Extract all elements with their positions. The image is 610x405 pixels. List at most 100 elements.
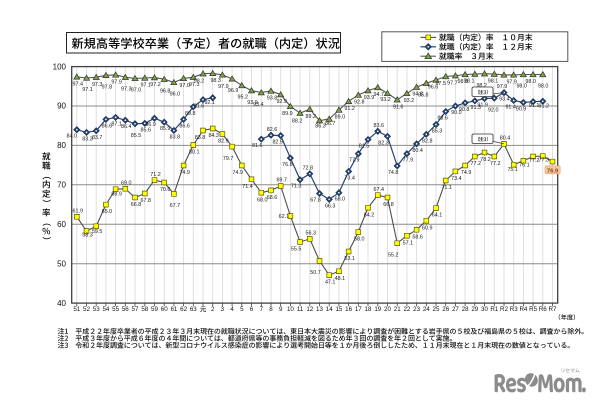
svg-text:69.7: 69.7 xyxy=(276,178,287,184)
svg-text:96.8: 96.8 xyxy=(160,88,171,94)
svg-text:59.5: 59.5 xyxy=(92,229,103,235)
svg-text:82.8: 82.8 xyxy=(422,138,433,144)
svg-text:94.7: 94.7 xyxy=(374,92,385,98)
svg-text:91.2: 91.2 xyxy=(539,103,550,109)
svg-text:80: 80 xyxy=(57,141,66,150)
svg-text:84.3: 84.3 xyxy=(208,133,219,139)
svg-text:5: 5 xyxy=(240,306,244,313)
svg-text:93.2: 93.2 xyxy=(380,97,391,103)
svg-text:82.9: 82.9 xyxy=(218,139,229,145)
svg-text:27: 27 xyxy=(452,306,459,313)
svg-text:61.9: 61.9 xyxy=(73,209,84,215)
svg-text:3: 3 xyxy=(221,306,225,313)
svg-text:77.2: 77.2 xyxy=(471,161,482,167)
svg-text:74.9: 74.9 xyxy=(179,170,190,176)
svg-text:14: 14 xyxy=(326,306,333,313)
svg-text:98.1: 98.1 xyxy=(464,79,475,85)
svg-text:51: 51 xyxy=(73,306,80,313)
svg-text:93.9: 93.9 xyxy=(247,100,258,106)
svg-text:66.8: 66.8 xyxy=(131,202,142,208)
svg-text:97.3: 97.3 xyxy=(92,82,103,88)
svg-text:86.6: 86.6 xyxy=(179,123,190,129)
svg-text:90.9: 90.9 xyxy=(516,107,527,113)
svg-text:71.2: 71.2 xyxy=(150,172,161,178)
svg-text:91.6: 91.6 xyxy=(393,105,404,111)
svg-text:92.1: 92.1 xyxy=(204,100,215,106)
svg-text:89.2: 89.2 xyxy=(306,114,317,120)
svg-text:98.0: 98.0 xyxy=(516,84,527,90)
svg-text:93.4: 93.4 xyxy=(253,102,264,108)
svg-text:97.4: 97.4 xyxy=(73,81,84,87)
svg-text:74.9: 74.9 xyxy=(233,170,244,176)
svg-text:80.1: 80.1 xyxy=(189,150,200,156)
svg-text:73.4: 73.4 xyxy=(451,176,462,182)
svg-text:93.4: 93.4 xyxy=(499,97,510,103)
svg-text:91.4: 91.4 xyxy=(505,105,516,111)
svg-text:52: 52 xyxy=(83,306,90,313)
svg-text:97.8: 97.8 xyxy=(102,85,113,91)
svg-text:58.3: 58.3 xyxy=(82,233,93,239)
svg-text:22: 22 xyxy=(403,306,410,313)
svg-text:21: 21 xyxy=(394,306,401,313)
svg-text:93.2: 93.2 xyxy=(404,98,415,104)
svg-text:13: 13 xyxy=(316,306,323,313)
svg-text:77.3: 77.3 xyxy=(539,158,550,164)
svg-text:R5: R5 xyxy=(529,306,537,313)
svg-text:77.9: 77.9 xyxy=(349,158,360,164)
svg-text:66.8: 66.8 xyxy=(383,202,394,208)
svg-text:6: 6 xyxy=(250,306,254,313)
svg-text:97.0: 97.0 xyxy=(179,83,190,89)
svg-text:60: 60 xyxy=(161,306,168,313)
svg-text:91.6: 91.6 xyxy=(194,104,205,110)
svg-text:68.6: 68.6 xyxy=(267,195,278,201)
svg-text:70: 70 xyxy=(57,181,66,190)
svg-text:48.1: 48.1 xyxy=(335,276,346,282)
svg-text:23: 23 xyxy=(413,306,420,313)
svg-text:74.8: 74.8 xyxy=(388,170,399,176)
svg-text:8: 8 xyxy=(269,306,273,313)
svg-text:58: 58 xyxy=(141,306,148,313)
svg-text:80.4: 80.4 xyxy=(412,148,423,154)
svg-text:11: 11 xyxy=(297,306,304,313)
svg-text:R6: R6 xyxy=(539,306,547,313)
svg-text:71.3: 71.3 xyxy=(291,184,302,190)
svg-text:79.7: 79.7 xyxy=(223,156,234,162)
svg-text:97.3: 97.3 xyxy=(189,82,200,88)
svg-text:55.2: 55.2 xyxy=(388,252,399,258)
svg-text:91.2: 91.2 xyxy=(344,106,355,112)
svg-text:73.4: 73.4 xyxy=(344,175,355,181)
svg-text:92.8: 92.8 xyxy=(354,100,365,106)
svg-text:10: 10 xyxy=(287,306,294,313)
svg-text:94.8: 94.8 xyxy=(412,92,423,98)
svg-text:64.1: 64.1 xyxy=(432,213,443,219)
svg-text:86.9: 86.9 xyxy=(145,122,156,128)
svg-text:67.4: 67.4 xyxy=(374,187,385,193)
svg-text:55.5: 55.5 xyxy=(291,247,302,253)
svg-text:91.1: 91.1 xyxy=(529,103,540,109)
svg-text:100: 100 xyxy=(53,62,67,71)
svg-text:60: 60 xyxy=(57,220,66,229)
svg-text:88.6: 88.6 xyxy=(437,116,448,122)
svg-text:89.9: 89.9 xyxy=(282,111,293,117)
svg-text:54: 54 xyxy=(102,306,109,313)
svg-text:92.0: 92.0 xyxy=(488,107,499,113)
svg-text:98.3: 98.3 xyxy=(210,78,221,84)
svg-text:58.0: 58.0 xyxy=(354,237,365,243)
svg-text:84.0: 84.0 xyxy=(67,134,78,140)
svg-text:96.0: 96.0 xyxy=(170,92,181,98)
svg-text:40: 40 xyxy=(57,299,66,308)
svg-text:96.6: 96.6 xyxy=(428,85,439,91)
svg-text:30: 30 xyxy=(481,306,488,313)
svg-text:53.1: 53.1 xyxy=(344,256,355,262)
svg-text:75.1: 75.1 xyxy=(507,167,518,173)
svg-text:19: 19 xyxy=(374,306,381,313)
svg-text:93.9: 93.9 xyxy=(364,95,375,101)
svg-text:56.3: 56.3 xyxy=(306,231,317,237)
svg-text:67.7: 67.7 xyxy=(170,203,181,209)
svg-text:87.1: 87.1 xyxy=(111,121,122,127)
svg-text:59: 59 xyxy=(151,306,158,313)
svg-text:76.9: 76.9 xyxy=(547,168,559,174)
svg-text:97.2: 97.2 xyxy=(150,82,161,88)
svg-text:98.2: 98.2 xyxy=(194,78,205,84)
svg-text:16: 16 xyxy=(345,306,352,313)
